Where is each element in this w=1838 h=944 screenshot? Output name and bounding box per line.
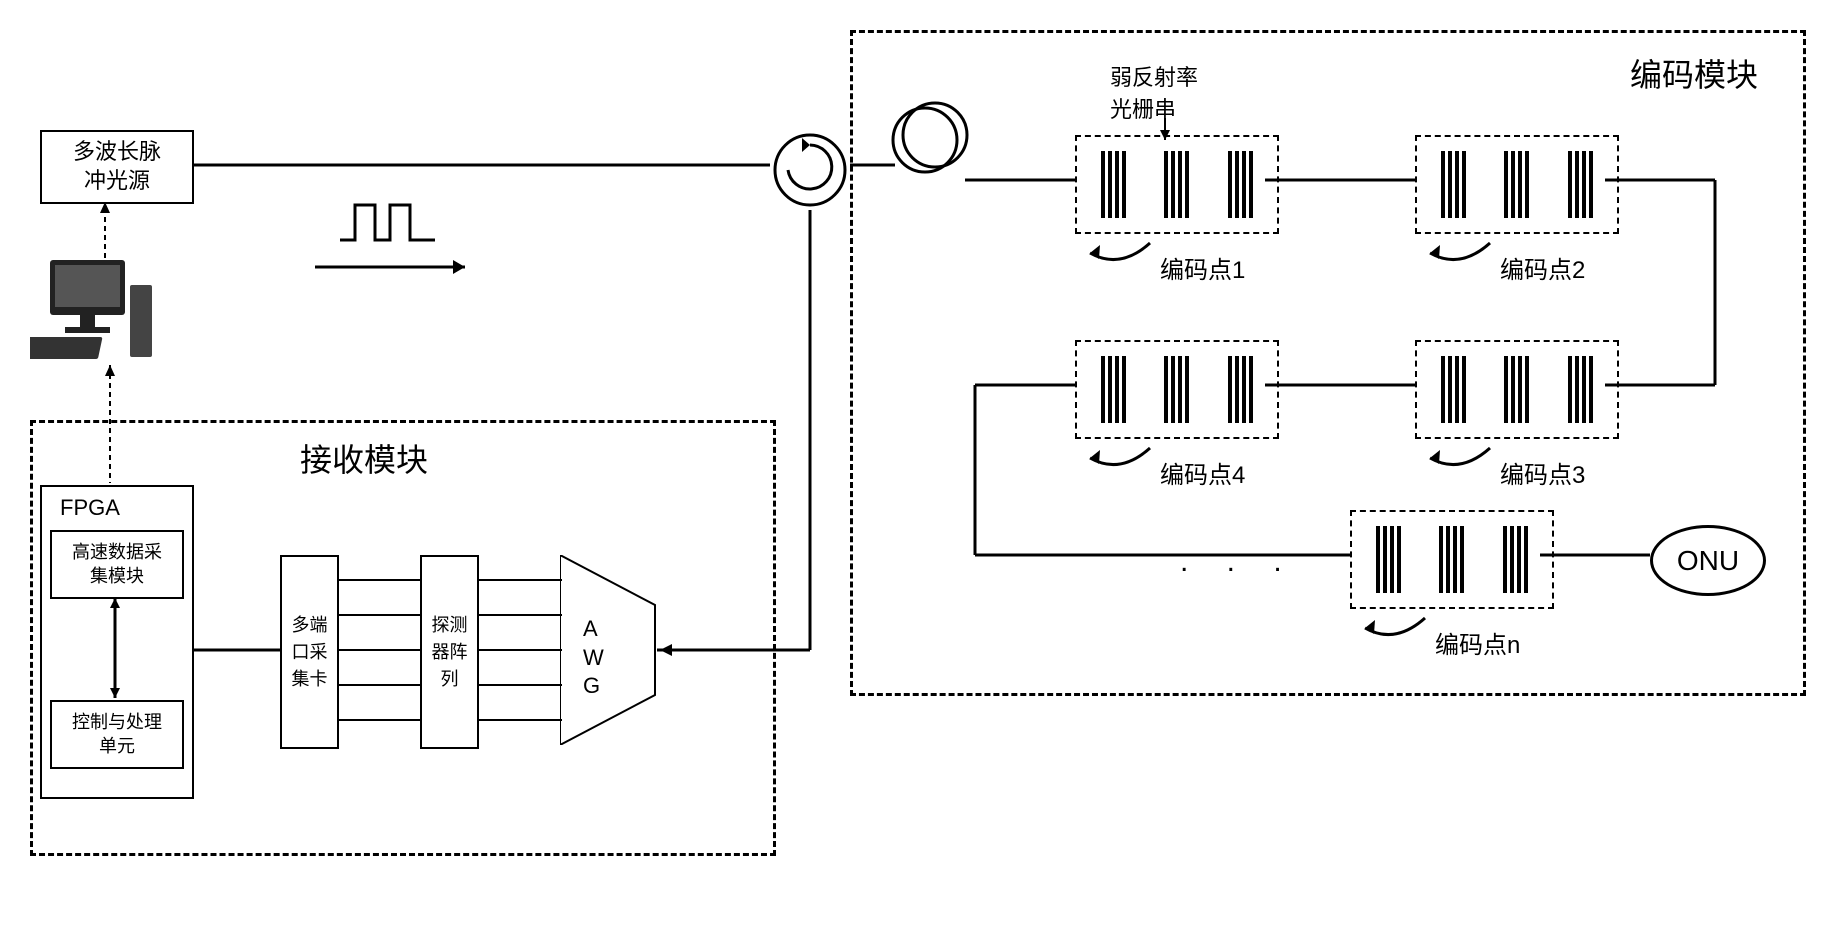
dots: . . . [1180,545,1297,579]
source-box: 多波长脉 冲光源 [40,130,194,204]
onu-ellipse: ONU [1650,525,1766,596]
computer-icon [30,255,160,365]
encode-point-1: 编码点1 [1160,250,1245,285]
encode-point-3: 编码点3 [1500,455,1585,490]
fpga-box [40,485,194,799]
encode-point-4: 编码点4 [1160,455,1245,490]
encode-point-2: 编码点2 [1500,250,1585,285]
encoding-module-title: 编码模块 [1630,50,1758,96]
direction-arrow [310,255,480,280]
circulator-icon [770,130,850,210]
grating-box-1 [1075,135,1279,234]
grating-box-3 [1415,340,1619,439]
grating-box-4 [1075,340,1279,439]
receiver-module-title: 接收模块 [300,435,428,481]
grating-box-2 [1415,135,1619,234]
grating-box-n [1350,510,1554,609]
encode-point-n: 编码点n [1435,625,1520,660]
grating-label: 弱反射率 光栅串 [1110,60,1198,124]
detector-array-box: 探测 器阵 列 [420,555,479,749]
multiport-card-box: 多端 口采 集卡 [280,555,339,749]
pulse-wave-icon [335,195,445,250]
encoding-module-box [850,30,1806,696]
awg-label: A W G [583,615,604,701]
